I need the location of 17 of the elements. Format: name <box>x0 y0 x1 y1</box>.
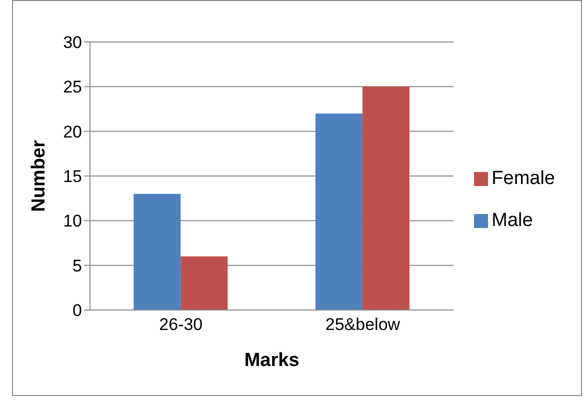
y-axis-title: Number <box>28 140 50 212</box>
y-tick-label: 0 <box>72 301 82 320</box>
y-tick-label: 25 <box>63 78 82 97</box>
y-tick-label: 20 <box>63 122 82 142</box>
x-axis-title: Marks <box>244 350 300 371</box>
legend-label: Female <box>492 168 555 189</box>
y-tick-label: 5 <box>72 256 82 276</box>
bar <box>180 256 228 310</box>
y-tick-label: 10 <box>63 212 82 231</box>
bar <box>315 113 362 310</box>
y-tick-label: 15 <box>63 167 82 186</box>
legend-label: Male <box>492 210 533 231</box>
bar <box>362 86 410 310</box>
x-tick-label: 26-30 <box>159 315 203 334</box>
x-tick-label: 25&below <box>325 315 401 334</box>
bar <box>134 194 181 310</box>
y-tick-label: 30 <box>63 33 82 52</box>
